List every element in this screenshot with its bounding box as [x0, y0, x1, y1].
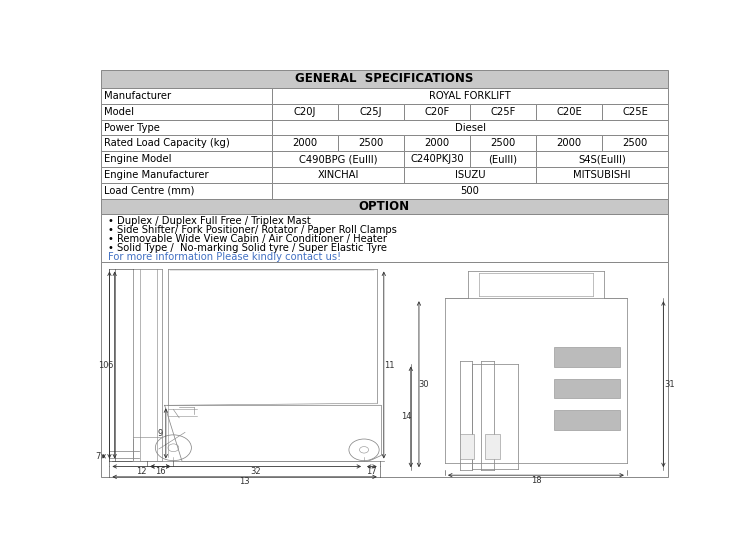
Text: 2500: 2500 [358, 138, 384, 149]
Text: XINCHAI: XINCHAI [317, 170, 358, 180]
Text: 500: 500 [460, 186, 479, 196]
Text: 2000: 2000 [424, 138, 450, 149]
Bar [470, 104, 536, 120]
Text: • Duplex / Duplex Full Free / Triplex Mast: • Duplex / Duplex Full Free / Triplex Ma… [108, 216, 310, 226]
Bar [404, 104, 470, 120]
Text: 30: 30 [419, 380, 429, 389]
Text: Diesel: Diesel [454, 123, 485, 133]
Bar [485, 434, 500, 458]
Text: ROYAL FORKLIFT: ROYAL FORKLIFT [429, 91, 511, 101]
Text: Engine Model: Engine Model [104, 154, 172, 164]
Text: MITSUBISHI: MITSUBISHI [573, 170, 631, 180]
Bar [338, 104, 404, 120]
Bar [272, 120, 668, 136]
Bar [470, 151, 536, 167]
Text: 2000: 2000 [556, 138, 582, 149]
Text: For more information Please kindly contact us!: For more information Please kindly conta… [108, 252, 340, 262]
Bar [536, 167, 668, 183]
Text: 31: 31 [664, 380, 674, 389]
Text: 2000: 2000 [292, 138, 318, 149]
Text: 12: 12 [136, 467, 147, 476]
Bar [602, 104, 668, 120]
Text: • Side Shifter/ Fork Positioner/ Rotator / Paper Roll Clamps: • Side Shifter/ Fork Positioner/ Rotator… [108, 225, 397, 235]
Bar [100, 167, 272, 183]
Bar [272, 88, 668, 104]
Bar [470, 136, 536, 151]
Bar [554, 379, 620, 399]
Text: ISUZU: ISUZU [454, 170, 485, 180]
Text: • Removable Wide View Cabin / Air Conditioner / Heater: • Removable Wide View Cabin / Air Condit… [108, 234, 387, 244]
Bar [100, 104, 272, 120]
Text: C20E: C20E [556, 107, 582, 117]
Text: 7: 7 [96, 452, 101, 461]
Text: • Solid Type /  No-marking Solid tyre / Super Elastic Tyre: • Solid Type / No-marking Solid tyre / S… [108, 244, 387, 253]
Text: 18: 18 [530, 476, 542, 485]
Text: 6: 6 [107, 361, 112, 369]
Bar [100, 120, 272, 136]
Bar [536, 104, 602, 120]
Text: 9: 9 [158, 429, 163, 438]
Bar [272, 183, 668, 199]
Text: 14: 14 [401, 413, 412, 421]
Text: OPTION: OPTION [358, 200, 410, 213]
Text: 32: 32 [251, 467, 261, 476]
Text: 17: 17 [367, 467, 377, 476]
Bar [272, 136, 338, 151]
Text: 2500: 2500 [622, 138, 648, 149]
Bar [100, 136, 272, 151]
Text: Load Centre (mm): Load Centre (mm) [104, 186, 194, 196]
Text: 13: 13 [239, 477, 250, 487]
Bar [100, 262, 668, 477]
Text: Rated Load Capacity (kg): Rated Load Capacity (kg) [104, 138, 230, 149]
Bar [100, 183, 272, 199]
Text: C20F: C20F [424, 107, 450, 117]
Bar [404, 151, 470, 167]
Bar [338, 136, 404, 151]
Bar [554, 410, 620, 430]
Bar [536, 136, 602, 151]
Bar [536, 151, 668, 167]
Text: 10: 10 [98, 361, 109, 369]
Bar [100, 214, 668, 262]
Text: C240PKJ30: C240PKJ30 [410, 154, 464, 164]
Text: 2500: 2500 [490, 138, 516, 149]
Bar [272, 167, 404, 183]
Bar [100, 88, 272, 104]
Text: (EuIII): (EuIII) [488, 154, 518, 164]
Text: GENERAL  SPECIFICATIONS: GENERAL SPECIFICATIONS [296, 72, 473, 85]
Text: 16: 16 [155, 467, 166, 476]
Bar [100, 70, 668, 88]
Text: C25E: C25E [622, 107, 648, 117]
Bar [554, 347, 620, 367]
Text: C490BPG (EuIII): C490BPG (EuIII) [299, 154, 377, 164]
Text: 11: 11 [384, 361, 394, 369]
Text: C25J: C25J [360, 107, 382, 117]
Text: C20J: C20J [294, 107, 316, 117]
Text: Power Type: Power Type [104, 123, 160, 133]
Text: Model: Model [104, 107, 134, 117]
Bar [100, 151, 272, 167]
Text: C25F: C25F [490, 107, 516, 117]
Bar [272, 104, 338, 120]
Text: Manufacturer: Manufacturer [104, 91, 171, 101]
Bar [404, 167, 536, 183]
Text: Engine Manufacturer: Engine Manufacturer [104, 170, 209, 180]
Bar [272, 151, 404, 167]
Bar [100, 199, 668, 214]
Text: S4S(EuIII): S4S(EuIII) [578, 154, 626, 164]
Bar [602, 136, 668, 151]
Bar [404, 136, 470, 151]
Bar [460, 434, 474, 458]
